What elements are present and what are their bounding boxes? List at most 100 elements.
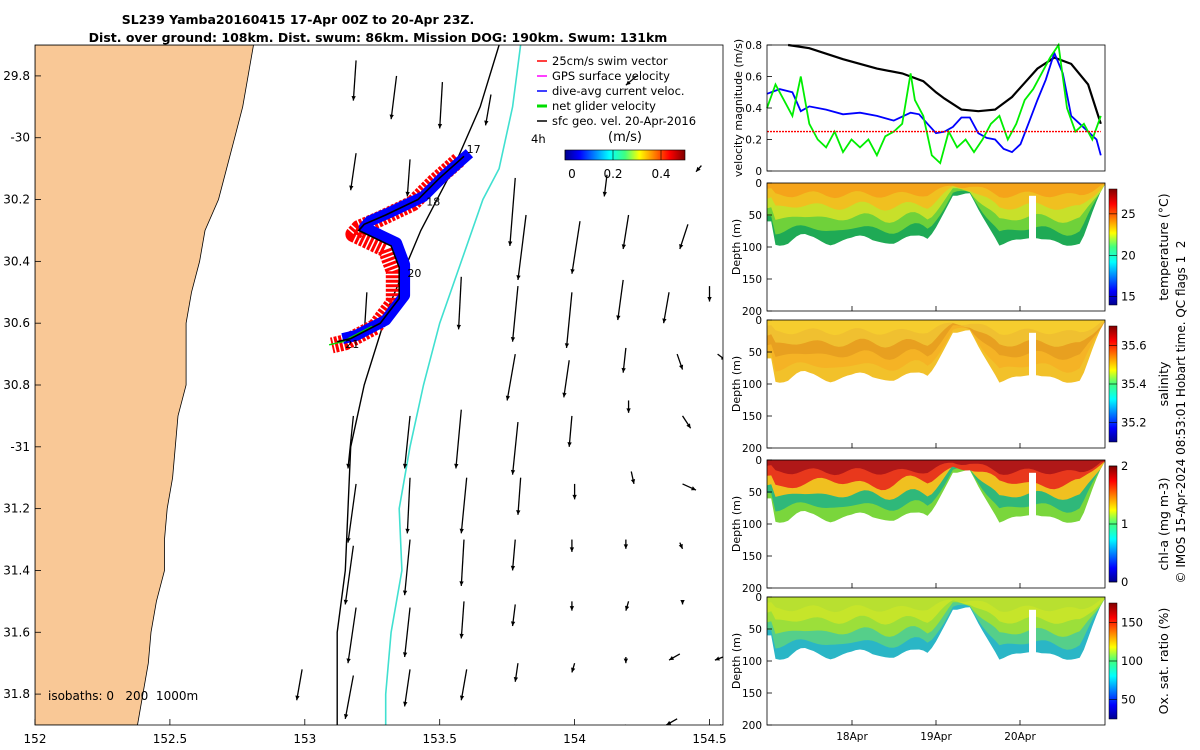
- speed-colorbar: (m/s) 0 0.2 0.4: [564, 130, 686, 181]
- geo-vector-arrow: [354, 737, 358, 750]
- geo-vector-arrow: [707, 286, 712, 302]
- section-data-layer: [767, 320, 1105, 336]
- section-ytick-label: 200: [742, 306, 762, 318]
- section-ytick-label: 150: [742, 274, 762, 286]
- section-colorbar-tick-label: 35.4: [1121, 377, 1147, 391]
- section-colorbar-tick-label: 50: [1121, 693, 1136, 707]
- section-colorbar-label: chl-a (mg m-3): [1156, 478, 1171, 571]
- geo-vector-arrow: [616, 279, 624, 321]
- section-ylabel: Depth (m): [730, 496, 743, 552]
- section-panel-temperature: 0 50 100 150 200 Depth (m) 15 20 25 temperature (…: [730, 178, 1171, 318]
- geo-vector-arrow: [681, 415, 692, 429]
- day-label: 17: [467, 143, 481, 156]
- geo-vector-arrow: [679, 224, 689, 250]
- geo-vector-arrow: [403, 669, 411, 707]
- section-data-gap: [1029, 195, 1036, 247]
- map-ytick-label: 31.6: [3, 625, 30, 639]
- section-ytick-label: 100: [742, 242, 762, 254]
- map-xtick-label: 153: [293, 732, 316, 746]
- geo-vector-arrow: [405, 159, 411, 197]
- geo-vector-arrow: [621, 214, 630, 250]
- net-glider-velocity-line: [328, 325, 373, 346]
- map-ytick-label: 30.8: [3, 378, 30, 392]
- geo-vector-arrow: [343, 545, 355, 605]
- legend-entry: dive-avg current veloc.: [552, 84, 685, 98]
- legend-entry: 25cm/s swim vector: [552, 54, 668, 68]
- map-xtick-label: 152: [24, 732, 47, 746]
- map-ytick-label: -31: [10, 440, 30, 454]
- geo-vector-arrow: [459, 539, 465, 586]
- geo-vector-arrow: [625, 601, 630, 611]
- section-xtick-label: 18Apr: [836, 731, 868, 743]
- geo-vector-arrow: [402, 415, 411, 469]
- section-ytick-label: 200: [742, 720, 762, 732]
- section-colorbar-label: temperature (°C): [1156, 193, 1171, 300]
- velocity-ylabel: velocity magnitude (m/s): [732, 39, 745, 177]
- section-colorbar: [1108, 188, 1118, 306]
- copyright-note: © IMOS 15-Apr-2024 08:53:01 Hobart time.…: [1174, 241, 1188, 584]
- geo-vector-arrow: [626, 400, 631, 413]
- map-xtick-label: 152.5: [153, 732, 187, 746]
- geo-vector-arrow: [695, 165, 702, 173]
- legend-entry: sfc geo. vel. 20-Apr-2016: [552, 114, 696, 128]
- section-ytick-label: 150: [742, 688, 762, 700]
- geo-vector-arrow: [513, 663, 519, 682]
- section-ylabel: Depth (m): [730, 356, 743, 412]
- map-ytick-label: 30.6: [3, 316, 30, 330]
- geo-vector-arrow: [402, 539, 411, 596]
- geo-vector-arrow: [624, 724, 626, 725]
- map-xtick-label: 154.5: [692, 732, 726, 746]
- geo-vector-arrow: [668, 653, 681, 661]
- geo-vector-arrow: [569, 601, 575, 611]
- section-colorbar-label: Ox. sat. ratio (%): [1156, 608, 1171, 715]
- section-colorbar-tick-label: 2: [1121, 459, 1128, 473]
- geo-vector-arrow: [722, 415, 723, 417]
- section-panel-chl-a: 0 50 100 150 200 Depth (m) 0 1 2 chl-a (mg m-3): [730, 455, 1171, 595]
- isobaths-label: isobaths: 0 200 1000m: [48, 689, 198, 703]
- section-data-layer: [767, 183, 1105, 199]
- section-colorbar-tick-label: 1: [1121, 517, 1128, 531]
- geo-vector-arrow: [516, 214, 527, 280]
- geo-vector-arrow: [569, 539, 575, 552]
- section-ytick-label: 150: [742, 411, 762, 423]
- map-ytick-label: 31.8: [3, 687, 30, 701]
- geo-vector-arrow: [666, 718, 678, 725]
- section-ytick-label: 100: [742, 656, 762, 668]
- geo-vector-arrow: [459, 601, 465, 639]
- velocity-ytick-label: 0: [755, 166, 762, 178]
- geo-vector-arrow: [516, 477, 522, 515]
- section-colorbar-tick-label: 150: [1121, 615, 1143, 629]
- velocity-axes-background: [767, 45, 1105, 171]
- geo-vector-arrow: [621, 347, 627, 373]
- section-xtick-label: 19Apr: [920, 731, 952, 743]
- geo-vector-arrow: [602, 174, 608, 197]
- geo-vector-arrow: [567, 415, 573, 447]
- section-ytick-label: 50: [749, 487, 762, 499]
- section-ytick-label: 50: [749, 347, 762, 359]
- section-xtick-label: 20Apr: [1004, 731, 1036, 743]
- section-data-gap: [1029, 332, 1036, 384]
- geo-vector-arrow: [571, 663, 576, 673]
- section-ytick-label: 100: [742, 379, 762, 391]
- geo-vector-arrow: [346, 415, 355, 469]
- geo-vector-arrow: [564, 292, 573, 348]
- section-ytick-label: 0: [755, 315, 762, 327]
- section-colorbar-tick-label: 25: [1121, 207, 1136, 221]
- geo-vector-arrow: [625, 75, 638, 86]
- land-area: [35, 45, 254, 725]
- geo-vector-arrow: [459, 477, 468, 534]
- legend-entry: net glider velocity: [552, 99, 656, 113]
- section-data-gap: [1029, 609, 1036, 661]
- geo-vector-arrow: [346, 483, 357, 543]
- geo-vector-arrow: [402, 607, 411, 658]
- speed-colorbar-gradient: [564, 149, 686, 161]
- section-colorbar-tick-label: 20: [1121, 248, 1136, 262]
- geo-vector-arrow: [623, 539, 629, 549]
- geo-vector-arrow: [484, 94, 492, 126]
- velocity-magnitude-plot: 0 0.2 0.4 0.6 0.8 velocity magnitude (m/s): [732, 39, 1106, 178]
- map-xtick-label: 154: [563, 732, 586, 746]
- section-ytick-label: 50: [749, 624, 762, 636]
